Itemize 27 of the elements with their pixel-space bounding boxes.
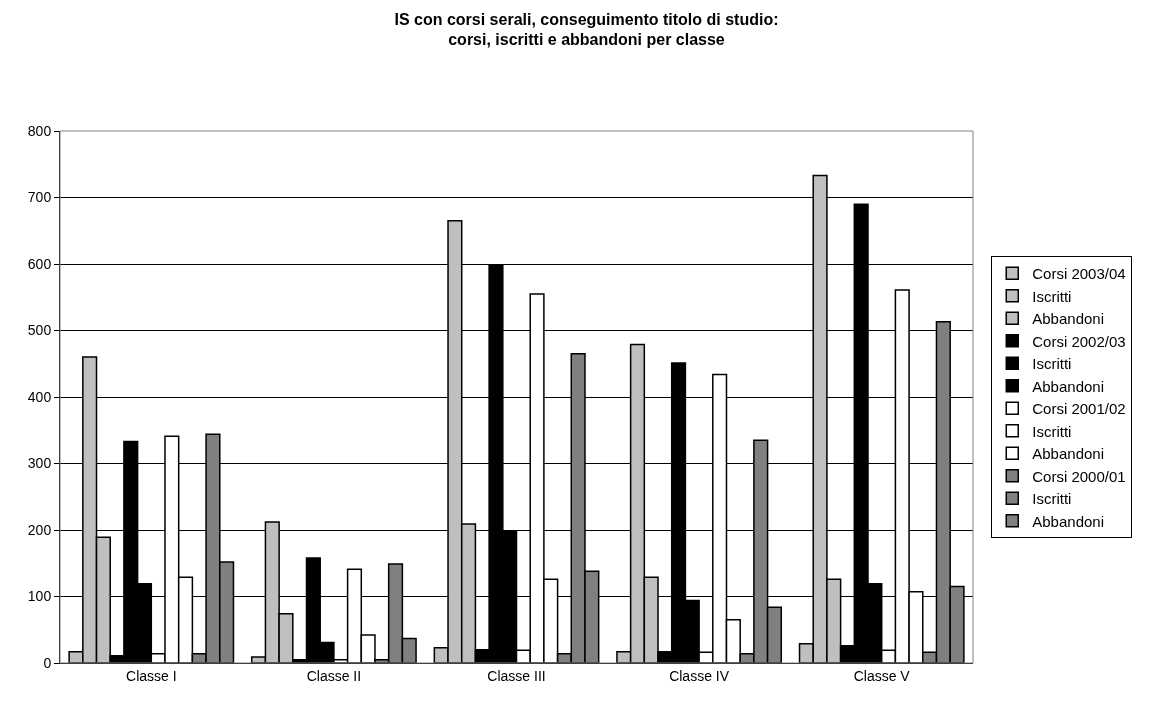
y-tick-label: 300 xyxy=(27,455,52,472)
y-tick-label: 600 xyxy=(27,255,52,272)
chart-title: IS con corsi serali, conseguimento titolo di studio: corsi, iscritti e abbandoni per classe xyxy=(394,10,779,49)
x-tick-label: Classe III xyxy=(487,667,546,684)
y-tick-label: 100 xyxy=(27,588,52,605)
y-tick-label: 800 xyxy=(27,122,52,139)
x-tick-label: Classe I xyxy=(126,667,177,684)
legend-label: Corsi 2001/02 xyxy=(1032,400,1126,418)
y-tick-label: 700 xyxy=(27,189,52,206)
y-tick-label: 500 xyxy=(27,322,52,339)
legend-label: Iscritti xyxy=(1032,422,1072,440)
x-tick-label: Classe V xyxy=(853,667,911,684)
x-tick-label: Classe IV xyxy=(669,667,730,684)
legend-label: Iscritti xyxy=(1032,287,1072,305)
y-tick-label: 400 xyxy=(27,388,52,405)
legend-label: Abbandoni xyxy=(1032,512,1104,530)
x-tick-label: Classe II xyxy=(306,667,362,684)
legend-label: Corsi 2003/04 xyxy=(1032,265,1126,283)
legend-label: Abbandoni xyxy=(1032,377,1104,395)
legend-label: Iscritti xyxy=(1032,355,1072,373)
legend-label: Corsi 2000/01 xyxy=(1032,467,1126,485)
legend-label: Corsi 2002/03 xyxy=(1032,332,1126,350)
legend-label: Iscritti xyxy=(1032,490,1072,508)
y-tick-label: 200 xyxy=(27,521,52,538)
legend-label: Abbandoni xyxy=(1032,310,1104,328)
y-tick-label: 0 xyxy=(43,654,52,671)
legend-label: Abbandoni xyxy=(1032,445,1104,463)
